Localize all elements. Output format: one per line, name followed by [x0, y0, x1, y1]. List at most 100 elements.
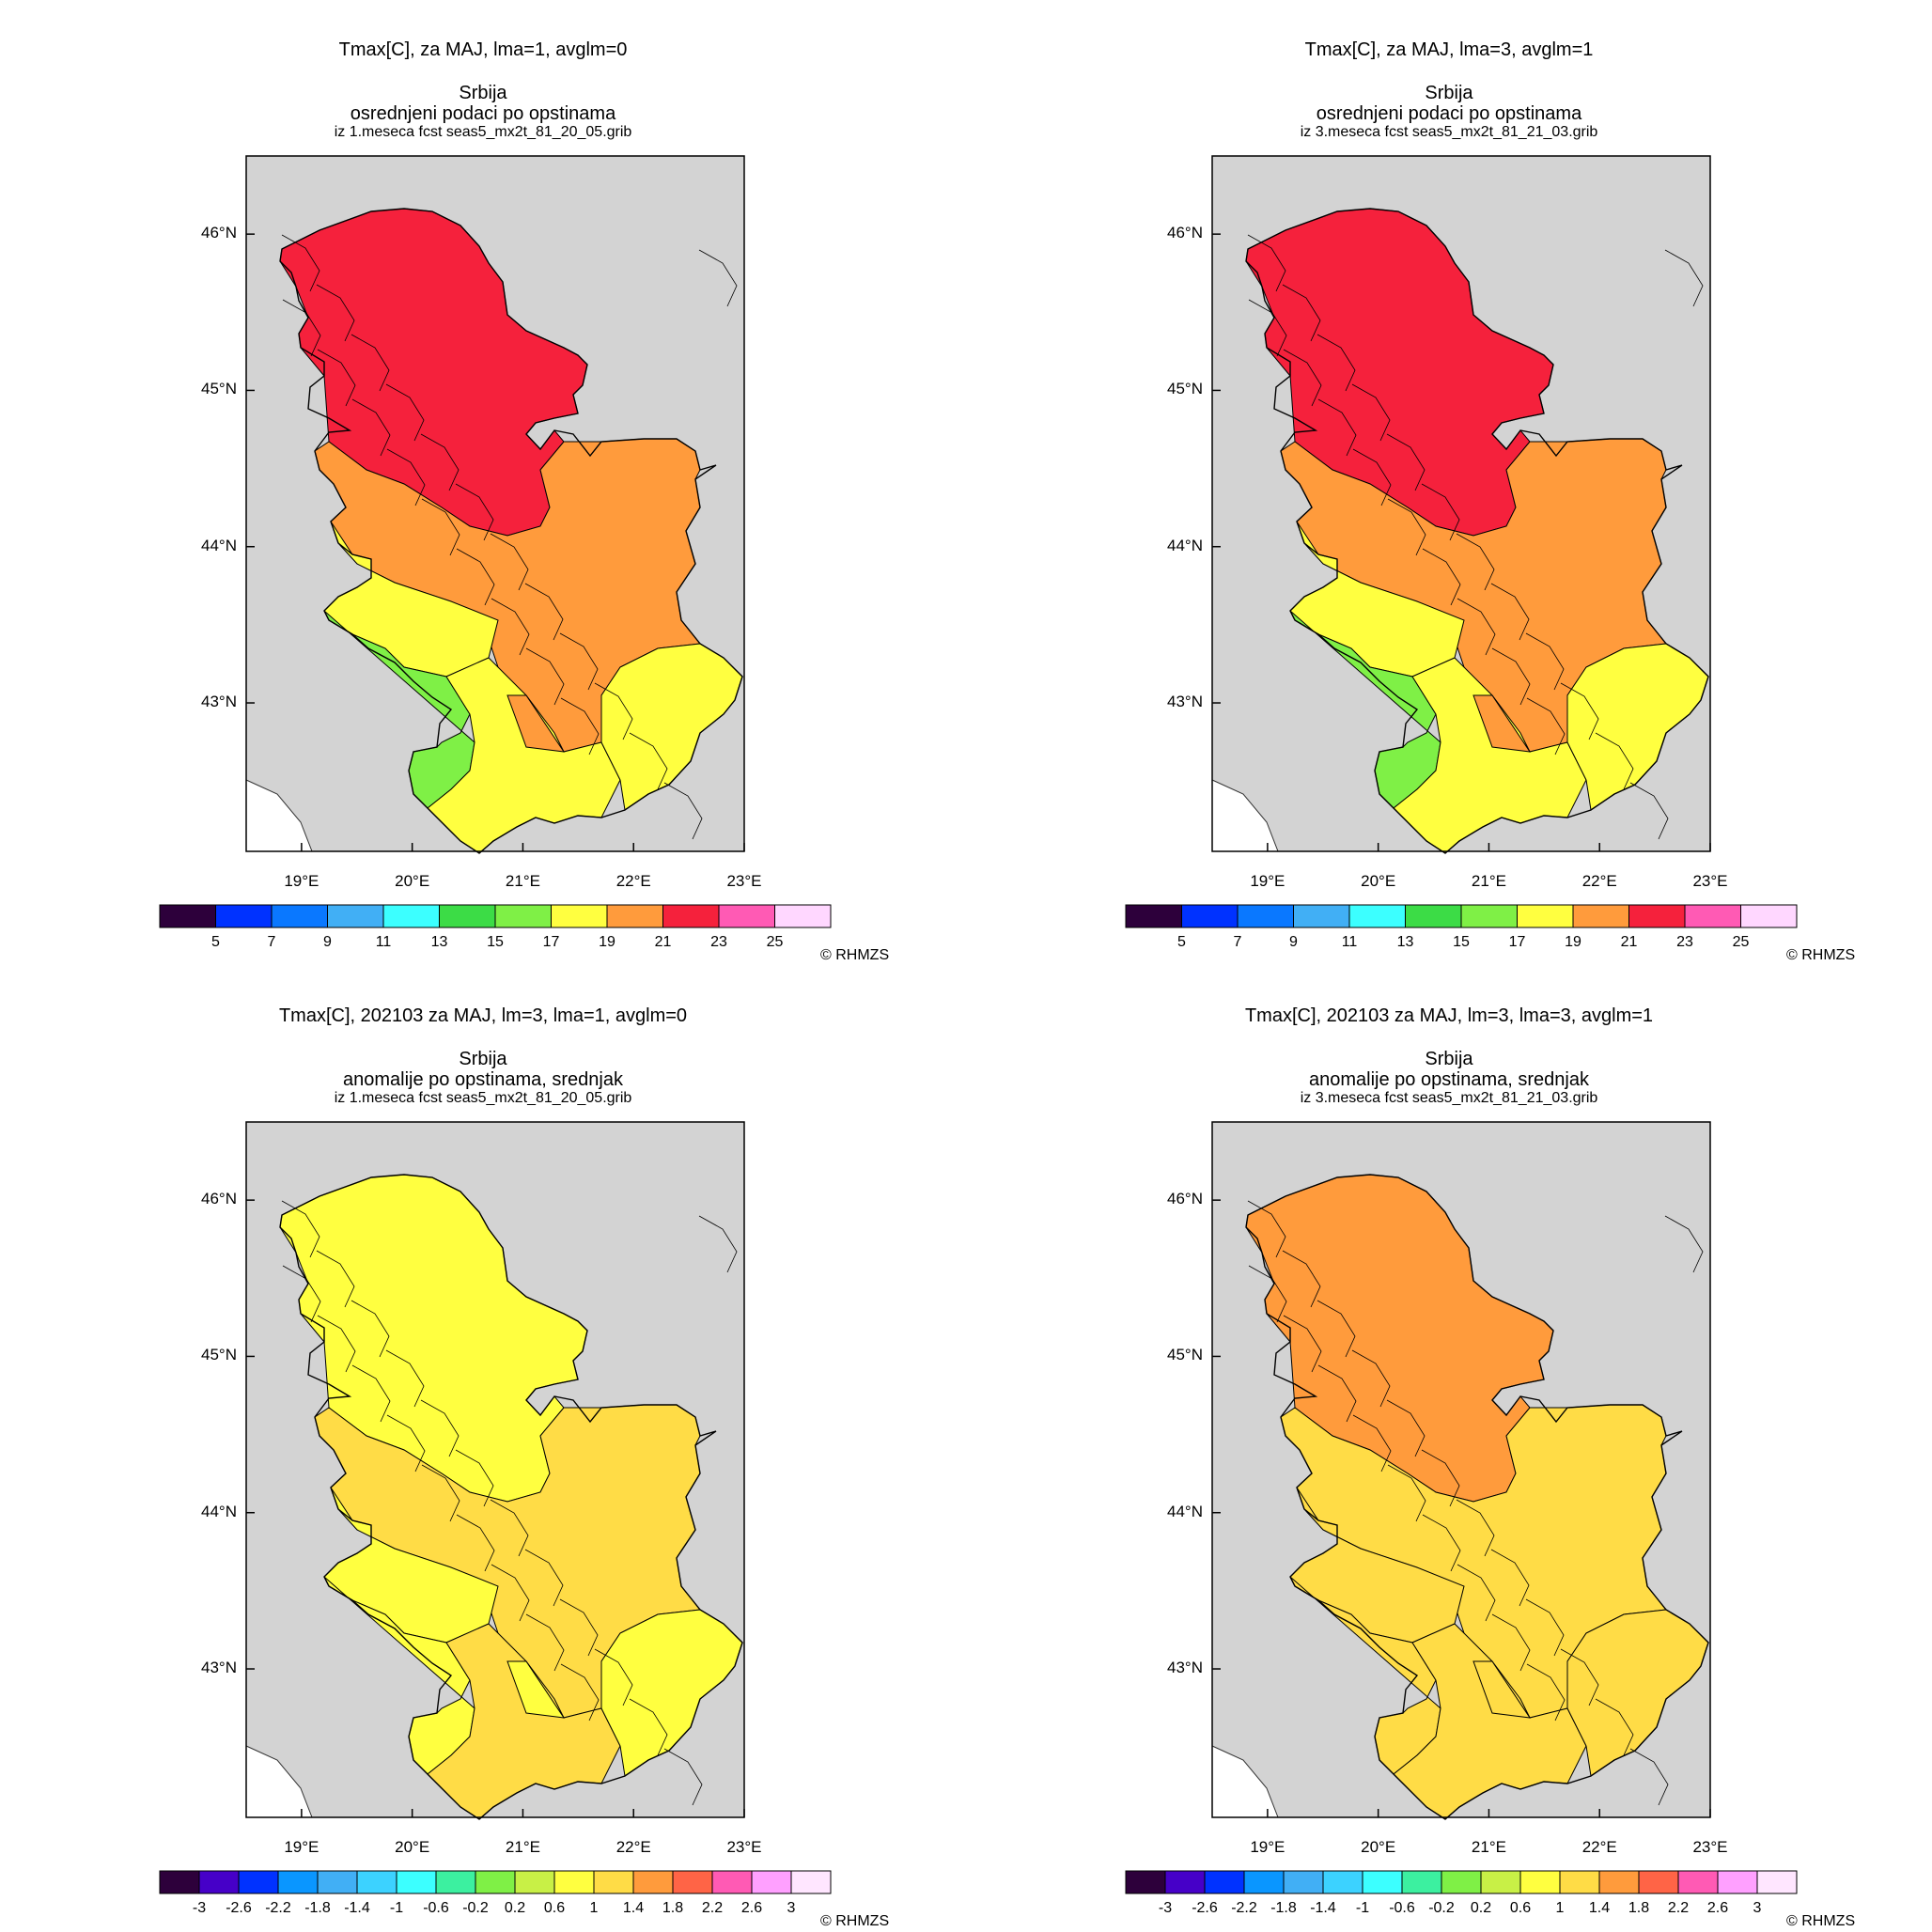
- colorbar-swatch: [277, 1870, 319, 1894]
- lat-tick-label: 45°N: [1167, 1346, 1203, 1364]
- colorbar-swatch: [1717, 1870, 1758, 1894]
- zone-east: [1472, 694, 1532, 753]
- lat-tick-label: 45°N: [1167, 380, 1203, 398]
- lat-tick-label: 45°N: [201, 1346, 237, 1364]
- colorbar-label: 9: [1289, 934, 1298, 950]
- panel-title: Tmax[C], za MAJ, lma=3, avglm=1: [1304, 39, 1594, 60]
- colorbar-label: -0.2: [462, 1900, 489, 1916]
- lat-tick-label: 44°N: [1167, 1502, 1203, 1520]
- colorbar-swatch: [1638, 1870, 1679, 1894]
- colorbar-label: 17: [542, 934, 560, 950]
- colorbar-swatch: [1572, 904, 1629, 928]
- country-outline: [279, 208, 743, 854]
- zone-east: [506, 694, 566, 753]
- colorbar-swatch: [718, 904, 775, 928]
- municipality-borders: [281, 234, 738, 840]
- copyright: © RHMZS: [1786, 1913, 1856, 1929]
- colorbar-label: 11: [375, 934, 392, 950]
- colorbar-swatch: [215, 904, 273, 928]
- map-figure: [1125, 155, 1798, 928]
- lon-tick-label: 22°E: [615, 1838, 651, 1856]
- colorbar-label: 5: [1177, 934, 1186, 950]
- lat-tick-label: 44°N: [201, 536, 237, 554]
- municipality-borders: [1247, 234, 1704, 840]
- map-panel-1: Tmax[C], za MAJ, lma=1, avglm=0 Srbija o…: [0, 0, 966, 966]
- colorbar-label: 1.8: [1628, 1900, 1650, 1916]
- panel-source: iz 1.meseca fcst seas5_mx2t_81_20_05.gri…: [334, 1090, 632, 1106]
- lon-tick-label: 20°E: [1361, 1838, 1396, 1856]
- panel-title: Tmax[C], 202103 za MAJ, lm=3, lma=1, avg…: [278, 1005, 688, 1026]
- colorbar-label: 0.2: [1470, 1900, 1492, 1916]
- lat-tick-label: 45°N: [201, 380, 237, 398]
- colorbar-label: 2.2: [701, 1900, 724, 1916]
- colorbar-label: 15: [487, 934, 504, 950]
- colorbar-label: 1.4: [1588, 1900, 1611, 1916]
- map-panel-2: Tmax[C], za MAJ, lma=3, avglm=1 Srbija o…: [966, 0, 1932, 966]
- colorbar-swatch: [1628, 904, 1686, 928]
- colorbar-swatch: [159, 1870, 200, 1894]
- municipality-borders: [281, 1200, 738, 1806]
- colorbar-label: 13: [430, 934, 448, 950]
- colorbar-label: 0.6: [1509, 1900, 1532, 1916]
- lon-tick-label: 22°E: [1581, 872, 1617, 890]
- lat-tick-label: 43°N: [1167, 1659, 1203, 1677]
- colorbar-label: 3: [787, 1900, 796, 1916]
- colorbar-swatch: [396, 1870, 437, 1894]
- colorbar-label: 23: [1676, 934, 1693, 950]
- colorbar-label: 5: [211, 934, 220, 950]
- colorbar-label: 21: [1620, 934, 1638, 950]
- colorbar-swatch: [1401, 1870, 1442, 1894]
- colorbar-label: 1.8: [662, 1900, 684, 1916]
- colorbar-swatch: [439, 904, 496, 928]
- map-figure: [1125, 1121, 1798, 1894]
- colorbar-label: 7: [1233, 934, 1242, 950]
- map-panel-4: Tmax[C], 202103 za MAJ, lm=3, lma=3, avg…: [966, 966, 1932, 1932]
- colorbar-label: -1: [1355, 1900, 1370, 1916]
- colorbar-swatch: [1559, 1870, 1600, 1894]
- colorbar-label: 0.6: [543, 1900, 566, 1916]
- colorbar-swatch: [1348, 904, 1406, 928]
- colorbar-label: 2.6: [1706, 1900, 1729, 1916]
- country-outline: [279, 1174, 743, 1820]
- copyright: © RHMZS: [1786, 947, 1856, 963]
- colorbar-swatch: [1684, 904, 1741, 928]
- colorbar-swatch: [1460, 904, 1518, 928]
- panel-subtitle: osrednjeni podaci po opstinama: [350, 103, 616, 124]
- colorbar-label: -2.6: [1192, 1900, 1218, 1916]
- colorbar-label: 1: [1555, 1900, 1565, 1916]
- map-figure: [159, 155, 832, 928]
- colorbar-swatch: [494, 904, 552, 928]
- colorbar-swatch: [1237, 904, 1294, 928]
- colorbar-swatch: [1740, 904, 1798, 928]
- colorbar-swatch: [271, 904, 328, 928]
- colorbar-swatch: [435, 1870, 476, 1894]
- colorbar-label: 19: [599, 934, 615, 950]
- lon-tick-label: 19°E: [284, 1838, 319, 1856]
- map-frame: [1211, 155, 1711, 852]
- colorbar-label: -0.2: [1428, 1900, 1455, 1916]
- panel-title: Tmax[C], za MAJ, lma=1, avglm=0: [338, 39, 628, 60]
- colorbar-label: -0.6: [1389, 1900, 1415, 1916]
- colorbar-swatch: [1756, 1870, 1798, 1894]
- lon-tick-label: 22°E: [1581, 1838, 1617, 1856]
- colorbar-swatch: [1164, 1870, 1206, 1894]
- colorbar-swatch: [1204, 1870, 1245, 1894]
- colorbar-swatch: [551, 904, 608, 928]
- zone-east: [506, 1660, 566, 1719]
- colorbar-label: -0.6: [423, 1900, 449, 1916]
- colorbar-swatch: [606, 904, 663, 928]
- colorbar-swatch: [632, 1870, 674, 1894]
- lon-tick-label: 21°E: [505, 1838, 540, 1856]
- lon-tick-label: 23°E: [726, 1838, 762, 1856]
- lon-tick-label: 19°E: [1250, 1838, 1285, 1856]
- colorbar-label: -1.4: [344, 1900, 370, 1916]
- colorbar-label: 2.6: [740, 1900, 763, 1916]
- panel-subtitle: osrednjeni podaci po opstinama: [1316, 103, 1582, 124]
- map-frame: [245, 1121, 745, 1818]
- panel-region: Srbija: [1425, 1049, 1473, 1069]
- copyright: © RHMZS: [820, 1913, 890, 1929]
- colorbar-swatch: [1181, 904, 1239, 928]
- colorbar-swatch: [1677, 1870, 1719, 1894]
- colorbar-swatch: [1405, 904, 1462, 928]
- panel-title: Tmax[C], 202103 za MAJ, lm=3, lma=3, avg…: [1244, 1005, 1654, 1026]
